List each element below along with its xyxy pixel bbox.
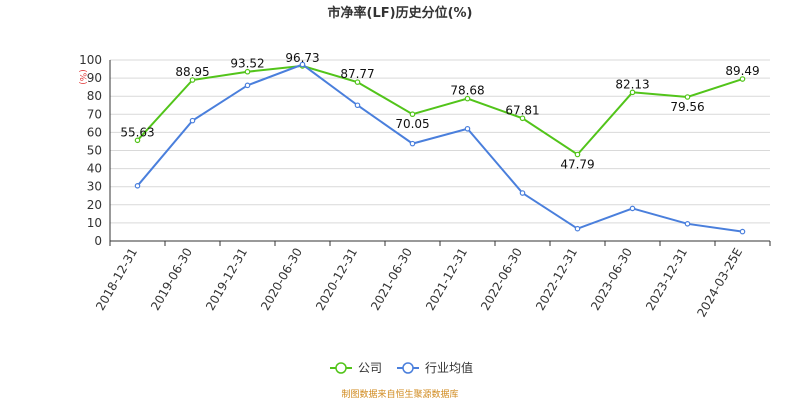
- data-point-industry-average[interactable]: [409, 140, 416, 147]
- data-point-industry-average[interactable]: [739, 228, 746, 235]
- data-label-company: 87.77: [340, 67, 374, 81]
- data-point-company[interactable]: [684, 94, 691, 100]
- legend-label-industry-average: 行业均值: [425, 360, 473, 375]
- x-tick-label: 2024-03-25E: [694, 246, 745, 320]
- y-tick-label: 80: [87, 89, 102, 103]
- y-tick-label: 90: [87, 71, 102, 85]
- x-tick-label: 2021-06-30: [368, 246, 415, 313]
- legend-label-company: 公司: [358, 361, 382, 375]
- series-line-company: [136, 64, 743, 156]
- data-point-industry-average[interactable]: [134, 182, 141, 189]
- data-label-company: 93.52: [230, 57, 264, 71]
- data-point-industry-average[interactable]: [299, 61, 306, 68]
- x-tick-label: 2020-12-31: [313, 246, 360, 313]
- x-tick-label: 2021-12-31: [423, 246, 470, 313]
- data-point-company[interactable]: [739, 76, 746, 82]
- legend-marker-company: [335, 362, 347, 374]
- data-label-company: 88.95: [175, 65, 209, 79]
- data-label-company: 55.63: [120, 125, 154, 139]
- data-point-company[interactable]: [464, 95, 471, 102]
- data-point-industry-average[interactable]: [354, 102, 361, 109]
- x-tick-label: 2019-12-31: [203, 246, 250, 313]
- axes: [109, 60, 771, 246]
- data-point-industry-average[interactable]: [519, 190, 526, 196]
- data-labels: 55.63 88.95 93.52 96.73 87.77 70.05 78.68 67.81…: [120, 51, 759, 172]
- y-tick-label: 10: [87, 216, 102, 230]
- y-tick-label: 0: [94, 234, 102, 248]
- x-tick-label: 2023-06-30: [588, 246, 635, 313]
- data-label-company: 82.13: [615, 77, 649, 91]
- data-label-company: 96.73: [285, 51, 319, 65]
- data-point-industry-average[interactable]: [244, 82, 251, 89]
- x-tick-label: 2022-06-30: [478, 246, 525, 313]
- x-tick-labels: 2018-12-31 2019-06-30 2019-12-31 2020-06-30…: [93, 246, 745, 320]
- series-layer: [134, 61, 746, 235]
- y-tick-label: 40: [87, 162, 102, 176]
- x-tick-label: 2022-12-31: [533, 246, 580, 313]
- y-tick-label: 50: [87, 144, 102, 158]
- data-point-company[interactable]: [189, 77, 196, 83]
- data-label-company: 89.49: [725, 64, 759, 78]
- data-point-company[interactable]: [519, 115, 526, 122]
- data-label-company: 67.81: [505, 103, 539, 117]
- x-tick-label: 2020-06-30: [258, 246, 305, 313]
- y-tick-label: 70: [87, 107, 102, 121]
- legend-marker-industry-average: [402, 362, 414, 374]
- y-tick-labels: 0 10 20 30 40 50 60 70 80 90 100: [79, 53, 102, 248]
- y-tick-label: 30: [87, 180, 102, 194]
- data-label-company: 78.68: [450, 84, 484, 98]
- y-axis-unit: (%): [77, 69, 87, 85]
- data-point-industry-average[interactable]: [574, 225, 581, 232]
- x-tick-label: 2023-12-31: [643, 246, 690, 313]
- data-point-industry-average[interactable]: [629, 205, 636, 212]
- y-tick-label: 60: [87, 125, 102, 139]
- data-point-industry-average[interactable]: [189, 117, 196, 124]
- source-note: 制图数据来自恒生聚源数据库: [341, 388, 458, 400]
- data-point-company[interactable]: [574, 151, 581, 158]
- grid-lines: [110, 59, 770, 224]
- chart-title: 市净率(LF)历史分位(%): [328, 5, 473, 21]
- legend-item-company[interactable]: 公司: [330, 361, 382, 375]
- data-label-company: 79.56: [670, 100, 704, 114]
- data-label-company: 47.79: [560, 158, 594, 172]
- data-point-company[interactable]: [354, 79, 361, 85]
- series-line-industry-average: [136, 63, 743, 233]
- legend-item-industry-average[interactable]: 行业均值: [397, 360, 473, 375]
- y-tick-label: 20: [87, 198, 102, 212]
- data-point-company[interactable]: [629, 89, 636, 96]
- x-tick-label: 2019-06-30: [148, 246, 195, 313]
- data-point-industry-average[interactable]: [464, 125, 471, 132]
- data-point-company[interactable]: [244, 68, 251, 75]
- legend: 公司 行业均值: [330, 360, 473, 375]
- data-label-company: 70.05: [395, 117, 429, 131]
- data-point-company[interactable]: [134, 137, 141, 144]
- data-point-company[interactable]: [409, 111, 416, 118]
- data-point-industry-average[interactable]: [684, 221, 691, 227]
- x-tick-label: 2018-12-31: [93, 246, 140, 313]
- y-tick-label: 100: [79, 53, 102, 67]
